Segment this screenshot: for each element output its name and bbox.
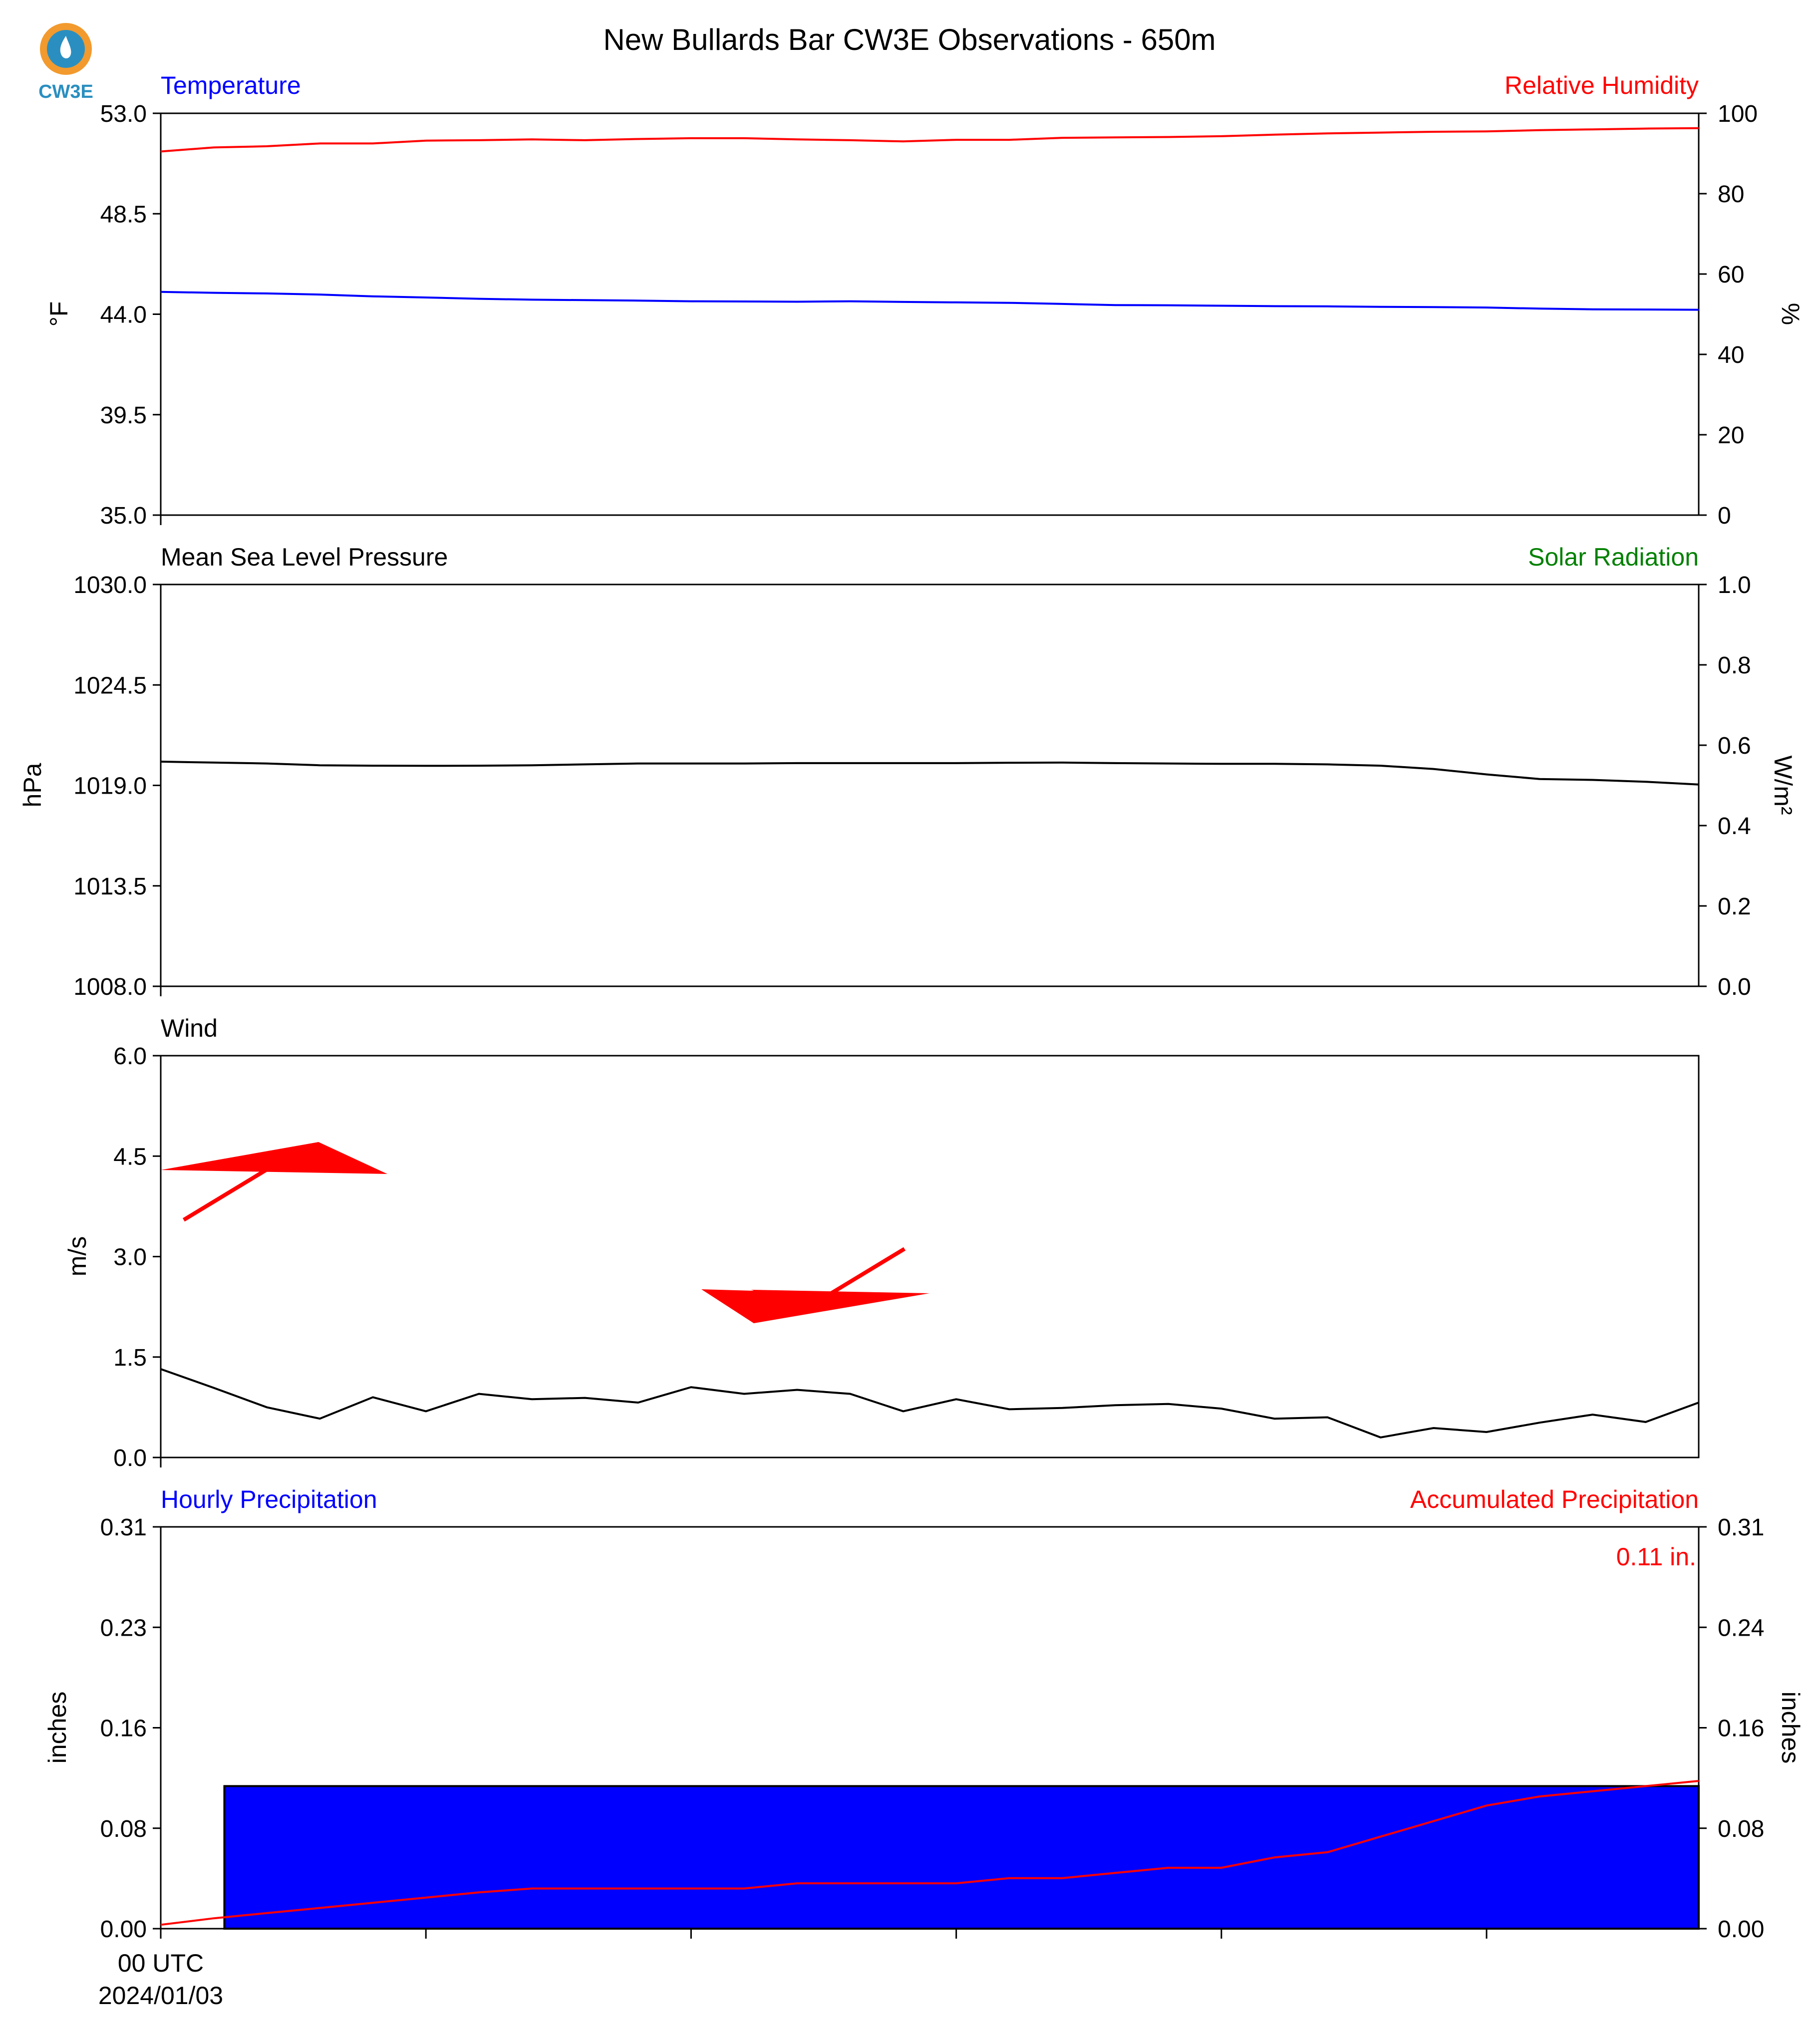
logo-text: CW3E: [38, 81, 93, 102]
y-tick-label: 0.00: [1718, 1916, 1764, 1943]
wind-speed-series-line: [160, 1368, 1699, 1439]
pressure-y-ticks: 1030.0 1024.5 1019.0 1013.5 1008.0: [73, 572, 161, 1000]
y-tick-label: 0.0: [1718, 974, 1751, 1000]
pressure-series-line: [160, 760, 1699, 786]
humidity-ylabel: %: [1777, 303, 1805, 325]
y-tick-label: 0.6: [1718, 733, 1751, 759]
logo-water-drop-icon: [60, 36, 71, 58]
y-tick-label: 3.0: [113, 1244, 147, 1271]
temperature-ylabel: °F: [45, 301, 73, 327]
y-tick-label: 48.5: [100, 201, 147, 228]
wind-panel: Wind m/s 6.0 4.5 3.0 1.5 0.0: [63, 1014, 1700, 1471]
accumulated-precip-title: Accumulated Precipitation: [1410, 1485, 1699, 1513]
hourly-precip-bar: [223, 1785, 1700, 1930]
temperature-y-ticks: 53.0 48.5 44.0 39.5 35.0: [100, 101, 161, 529]
precipitation-panel: Hourly Precipitation Accumulated Precipi…: [43, 515, 1805, 2010]
y-tick-label: 80: [1718, 181, 1744, 208]
y-tick-label: 60: [1718, 262, 1744, 288]
x-axis-ticks: [160, 515, 1488, 1939]
pressure-ylabel: hPa: [18, 763, 46, 807]
y-tick-label: 0.16: [100, 1716, 147, 1742]
y-tick-label: 0.24: [1718, 1615, 1764, 1641]
y-tick-label: 1013.5: [73, 873, 147, 900]
y-tick-label: 0.4: [1718, 813, 1751, 840]
wind-panel-frame: [160, 1055, 1700, 1458]
cw3e-logo: CW3E: [38, 23, 93, 102]
x-tick-label-date: 2024/01/03: [98, 1982, 223, 2010]
chart-title: New Bullards Bar CW3E Observations - 650…: [603, 23, 1215, 56]
wind-barb: [161, 1142, 387, 1222]
y-tick-label: 44.0: [100, 302, 147, 328]
humidity-series-line: [160, 127, 1699, 153]
pressure-panel-frame: [160, 583, 1700, 987]
y-tick-label: 0.31: [1718, 1514, 1764, 1541]
wind-barb-flag: [701, 1289, 929, 1323]
y-tick-label: 0: [1718, 503, 1731, 529]
precip-left-y-ticks: 0.31 0.23 0.16 0.08 0.00: [100, 1514, 161, 1943]
y-tick-label: 35.0: [100, 503, 147, 529]
y-tick-label: 4.5: [113, 1144, 147, 1170]
y-tick-label: 1024.5: [73, 672, 147, 699]
y-tick-label: 53.0: [100, 101, 147, 127]
y-tick-label: 100: [1718, 101, 1758, 127]
y-tick-label: 0.08: [1718, 1816, 1764, 1842]
precip-left-ylabel: inches: [43, 1692, 71, 1764]
precip-right-ylabel: inches: [1777, 1692, 1805, 1764]
wind-y-ticks: 6.0 4.5 3.0 1.5 0.0: [113, 1043, 161, 1471]
y-tick-label: 1.0: [1718, 572, 1751, 598]
temperature-title: Temperature: [161, 71, 301, 99]
y-tick-label: 0.2: [1718, 893, 1751, 920]
y-tick-label: 0.16: [1718, 1716, 1764, 1742]
x-tick-label-start: 00 UTC: [118, 1949, 204, 1977]
wind-barb-flag: [161, 1142, 387, 1174]
y-tick-label: 39.5: [100, 402, 147, 429]
solar-y-ticks: 1.0 0.8 0.6 0.4 0.2 0.0: [1699, 572, 1751, 1000]
solar-ylabel: W/m²: [1769, 755, 1797, 815]
pressure-panel: Mean Sea Level Pressure Solar Radiation …: [18, 543, 1797, 1000]
accumulated-precip-line: [160, 1780, 1699, 1926]
wind-barb: [701, 1247, 929, 1323]
y-tick-label: 0.8: [1718, 652, 1751, 679]
wind-title: Wind: [161, 1014, 218, 1042]
y-tick-label: 0.23: [100, 1615, 147, 1641]
y-tick-label: 1.5: [113, 1345, 147, 1371]
y-tick-label: 0.00: [100, 1916, 147, 1943]
relative-humidity-title: Relative Humidity: [1505, 71, 1699, 99]
pressure-title: Mean Sea Level Pressure: [161, 543, 448, 571]
y-tick-label: 6.0: [113, 1043, 147, 1070]
temperature-panel-frame: [160, 112, 1700, 516]
y-tick-label: 0.08: [100, 1816, 147, 1842]
y-tick-label: 1019.0: [73, 773, 147, 800]
y-tick-label: 0.31: [100, 1514, 147, 1541]
y-tick-label: 40: [1718, 342, 1744, 368]
temperature-series-line: [160, 290, 1699, 311]
y-tick-label: 0.0: [113, 1445, 147, 1471]
y-tick-label: 1008.0: [73, 974, 147, 1000]
solar-radiation-title: Solar Radiation: [1528, 543, 1699, 571]
temperature-panel: Temperature Relative Humidity °F % 53.0 4…: [45, 71, 1805, 529]
hourly-precip-title: Hourly Precipitation: [161, 1485, 377, 1513]
accumulated-total-label: 0.11 in.: [1616, 1543, 1696, 1571]
humidity-y-ticks: 100 80 60 40 20 0: [1699, 101, 1758, 529]
y-tick-label: 1030.0: [73, 572, 147, 598]
wind-ylabel: m/s: [63, 1236, 91, 1277]
wind-barb-shaft: [182, 1163, 275, 1222]
y-tick-label: 20: [1718, 422, 1744, 449]
precip-right-y-ticks: 0.31 0.24 0.16 0.08 0.00: [1699, 1514, 1764, 1943]
